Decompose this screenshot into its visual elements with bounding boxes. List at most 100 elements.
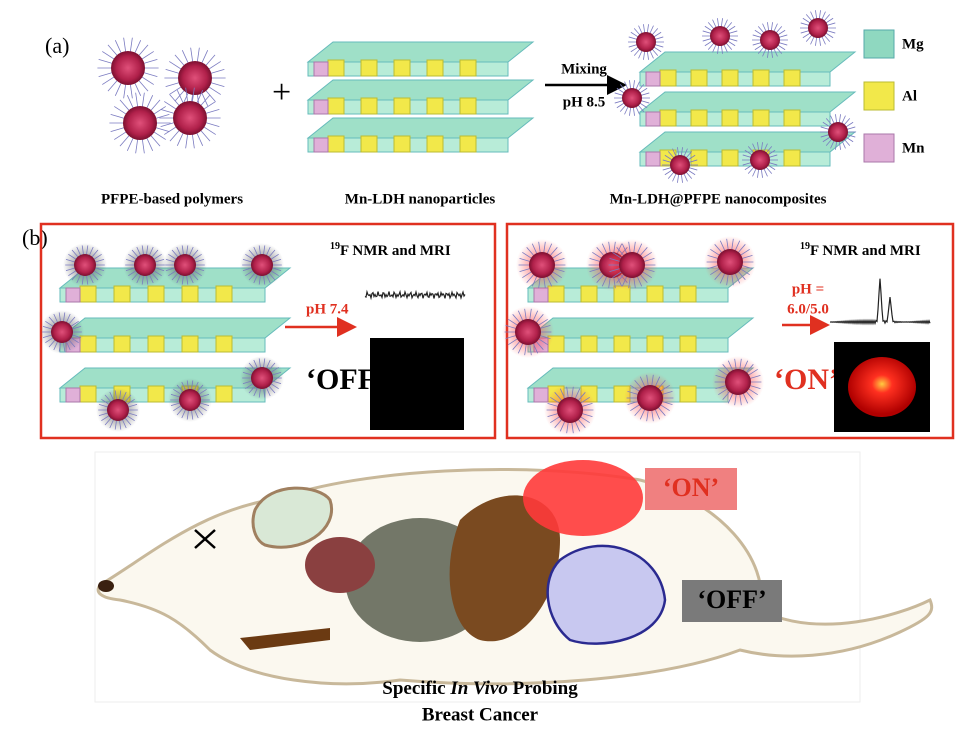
arrow-label: pH 8.5 — [563, 94, 606, 110]
nanoparticle — [179, 389, 201, 411]
al-site — [679, 285, 697, 303]
al-site — [690, 69, 708, 87]
al-site — [646, 285, 664, 303]
ldh-layer — [306, 79, 535, 101]
organ-intestine — [546, 544, 667, 645]
mn-site — [313, 61, 329, 77]
al-site — [327, 97, 345, 115]
mn-site — [313, 99, 329, 115]
nanoparticle — [808, 18, 828, 38]
arrow-label: Mixing — [561, 61, 607, 77]
al-site — [783, 109, 801, 127]
al-site — [752, 109, 770, 127]
nmr-spectrum — [829, 278, 931, 326]
caption-part: Probing — [508, 678, 578, 699]
al-site — [721, 69, 739, 87]
al-site — [459, 135, 477, 153]
al-site — [327, 135, 345, 153]
al-site — [215, 385, 233, 403]
al-site — [360, 135, 378, 153]
nanoparticle — [710, 26, 730, 46]
plus-sign: + — [272, 74, 291, 111]
mri-image — [370, 338, 464, 430]
al-site — [783, 69, 801, 87]
al-site — [426, 135, 444, 153]
nose — [98, 580, 114, 592]
caption: Mn-LDH nanoparticles — [345, 191, 496, 207]
mn-site — [645, 71, 661, 87]
nanoparticle — [173, 101, 207, 135]
caption: Specific In Vivo Probing — [382, 678, 578, 699]
nanoparticle — [760, 30, 780, 50]
nanoparticle — [174, 254, 196, 276]
legend-swatch — [863, 81, 895, 111]
al-site — [147, 285, 165, 303]
nanoparticle — [178, 61, 212, 95]
superscript: 19 — [800, 241, 810, 252]
al-site — [721, 109, 739, 127]
mn-site — [645, 151, 661, 167]
al-site — [393, 59, 411, 77]
on-box — [645, 468, 737, 510]
off-label: ‘OFF’ — [697, 585, 766, 614]
mn-site — [645, 111, 661, 127]
caption: Breast Cancer — [422, 704, 539, 725]
mouse-frame — [94, 451, 861, 703]
al-site — [393, 97, 411, 115]
al-site — [79, 385, 97, 403]
al-site — [147, 385, 165, 403]
al-site — [679, 335, 697, 353]
legend-swatch — [863, 29, 895, 59]
al-site — [147, 335, 165, 353]
ldh-layer — [306, 41, 535, 63]
al-site — [679, 385, 697, 403]
nanoparticle — [251, 367, 273, 389]
mn-site — [533, 387, 549, 403]
nanocomposites — [614, 10, 857, 183]
tumor — [523, 460, 643, 536]
nanoparticle — [619, 252, 645, 278]
ldh-layer — [526, 317, 755, 339]
superscript: 19 — [330, 241, 340, 252]
organ-heart — [305, 537, 375, 593]
nmr-noise — [364, 289, 466, 301]
al-site — [459, 59, 477, 77]
nanoparticle — [74, 254, 96, 276]
al-site — [181, 285, 199, 303]
mri-signal — [848, 357, 916, 417]
condition: pH 7.4 — [306, 301, 349, 317]
al-site — [79, 285, 97, 303]
al-site — [360, 59, 378, 77]
ldh-layer — [638, 91, 857, 113]
caption: PFPE-based polymers — [101, 191, 243, 207]
condition: 6.0/5.0 — [787, 301, 829, 317]
nanoparticle — [750, 150, 770, 170]
nanoparticle — [251, 254, 273, 276]
nanoparticle — [725, 369, 751, 395]
al-site — [580, 285, 598, 303]
al-site — [580, 335, 598, 353]
mn-site — [313, 137, 329, 153]
ldh-layer — [58, 317, 292, 339]
al-site — [613, 335, 631, 353]
caption: Mn-LDH@PFPE nanocomposites — [610, 191, 827, 207]
nanoparticle — [134, 254, 156, 276]
ldh-layer — [638, 51, 857, 73]
al-site — [113, 285, 131, 303]
nanoparticle — [622, 88, 642, 108]
al-site — [783, 149, 801, 167]
al-site — [181, 335, 199, 353]
composite-on — [502, 236, 764, 436]
nanoparticle — [51, 321, 73, 343]
legend-label: Mn — [902, 140, 925, 156]
nanoparticle — [636, 32, 656, 52]
al-site — [426, 97, 444, 115]
heading: 19F NMR and MRI — [800, 241, 921, 259]
al-site — [459, 97, 477, 115]
nanoparticle — [717, 249, 743, 275]
nanoparticle — [557, 397, 583, 423]
heading-text: F NMR and MRI — [810, 243, 921, 259]
al-site — [690, 149, 708, 167]
al-site — [690, 109, 708, 127]
